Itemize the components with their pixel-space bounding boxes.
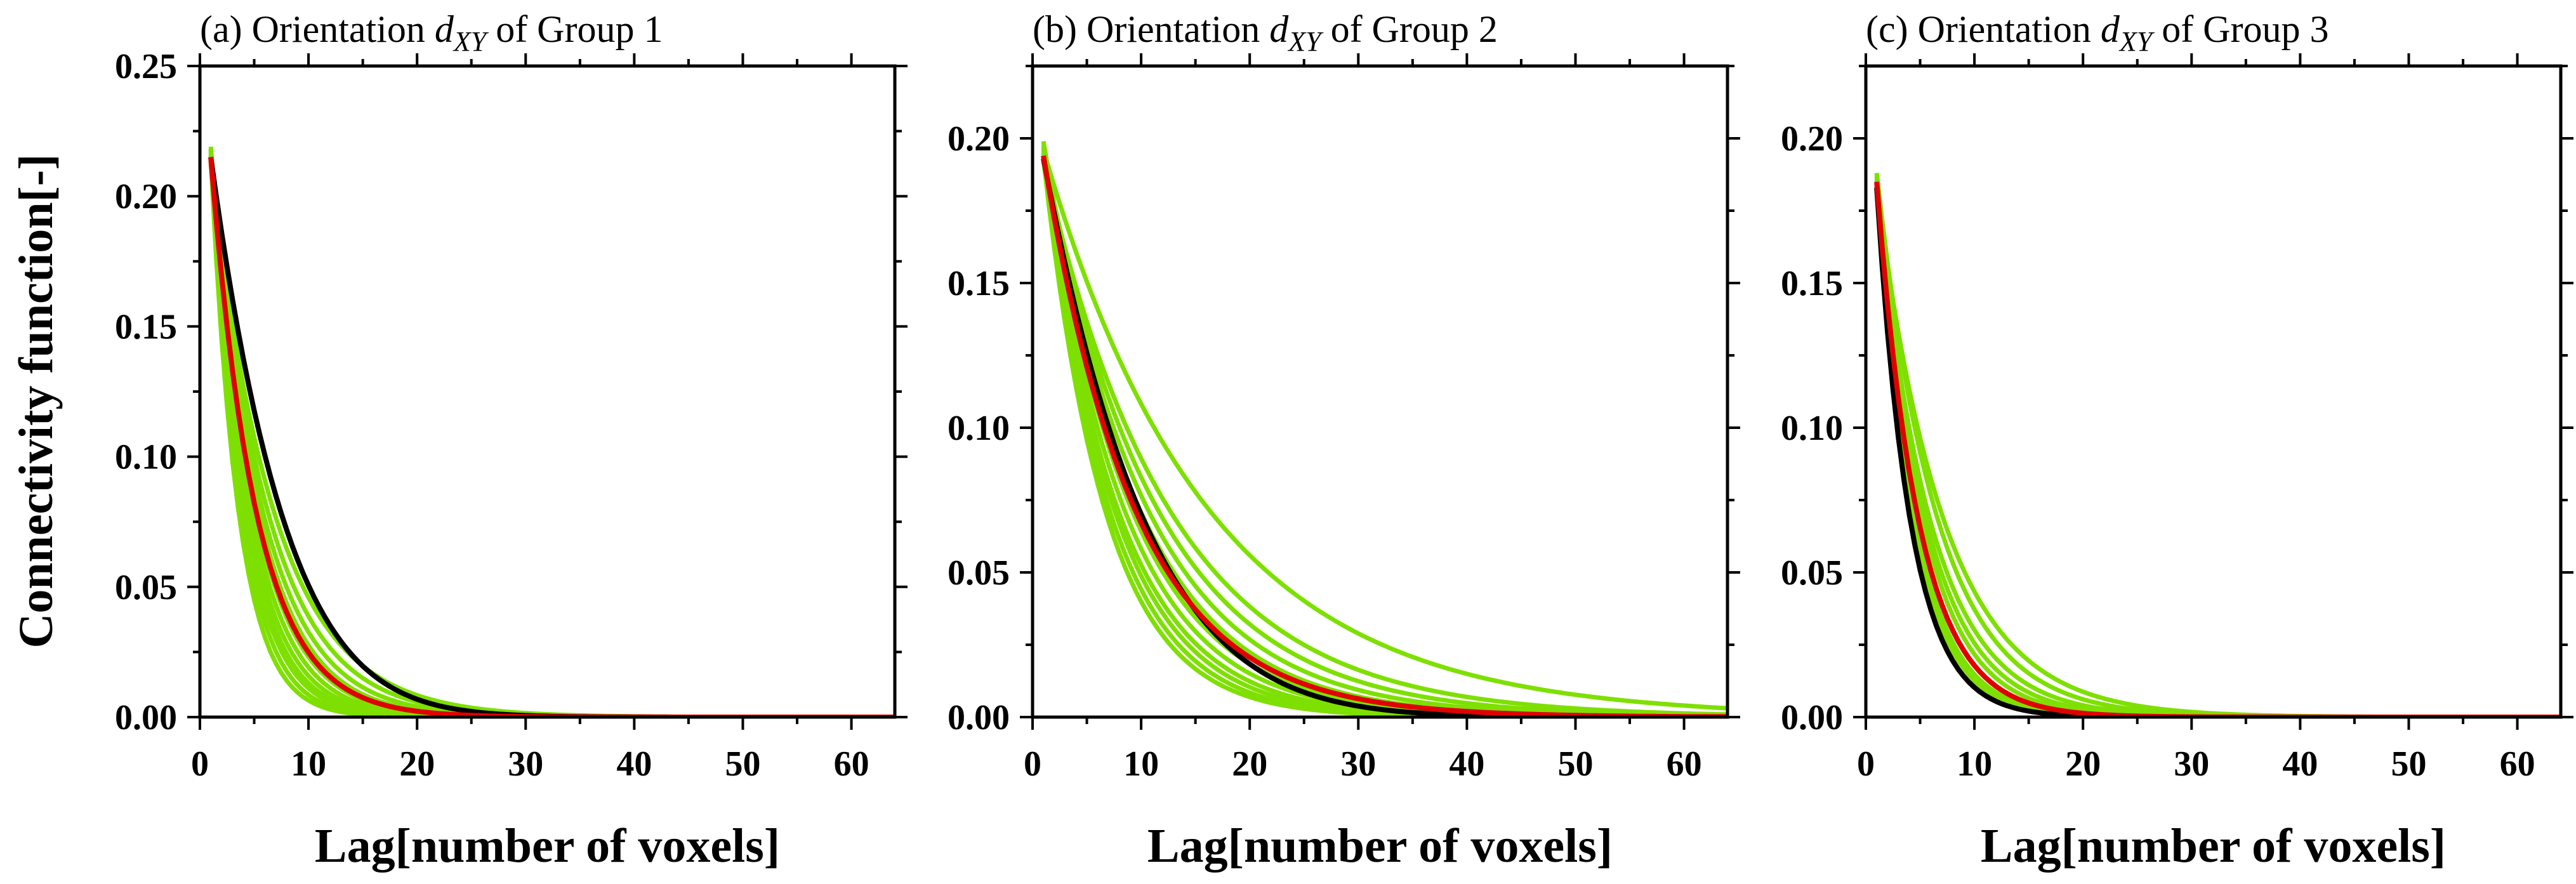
series-realization-line: [1041, 158, 1727, 717]
series-realization-line: [208, 157, 895, 717]
series-realization-line: [208, 162, 895, 717]
series-realization-line: [208, 154, 895, 717]
x-tick-label: 20: [1232, 744, 1267, 784]
y-tick-label: 0.10: [115, 438, 177, 477]
panel-title-suffix: of Group 3: [2152, 8, 2328, 50]
x-tick-label: 10: [1957, 744, 1992, 784]
x-tick-label: 0: [191, 744, 209, 784]
series-mean-line: [1041, 155, 1727, 717]
y-axis-label: Connectivity function[-]: [10, 154, 63, 649]
plot-frame: [1864, 64, 2563, 719]
series-realization-line: [208, 148, 895, 717]
y-tick-label: 0.15: [115, 307, 177, 346]
x-tick-label: 10: [1123, 744, 1159, 784]
x-tick-label: 50: [1557, 744, 1593, 784]
x-tick-label: 50: [2391, 744, 2426, 784]
panel-title: (a) Orientation dXY of Group 1: [200, 8, 663, 57]
series-group: [208, 146, 895, 717]
plot-frame: [198, 64, 897, 719]
x-tick-label: 30: [1340, 744, 1376, 784]
series-realization-line: [208, 152, 895, 717]
series-realization-line: [1041, 147, 1727, 717]
panel-title-prefix: (c) Orientation: [1866, 8, 2101, 50]
panel-2: (b) Orientation dXY of Group 2 0 10 20 30 40 5…: [948, 8, 1740, 873]
y-tick-label: 0.05: [1781, 553, 1843, 593]
x-tick-label: 60: [1667, 744, 1702, 784]
x-tick-label: 40: [1449, 744, 1484, 784]
panels: (a) Orientation dXY of Group 10 10 20 30 40 5…: [115, 8, 2573, 873]
panel-title: (c) Orientation dXY of Group 3: [1866, 8, 2329, 57]
series-realization-line: [1041, 152, 1727, 717]
series-realization-line: [208, 154, 895, 717]
panel-title-variable: d: [2101, 8, 2120, 50]
series-realization-line: [208, 164, 895, 717]
series-realization-line: [1041, 155, 1727, 717]
series-realization-line: [1874, 190, 2561, 717]
y-tick-label: 0.25: [115, 47, 177, 86]
series-reference-line: [1041, 158, 1727, 717]
panel-title-prefix: (b) Orientation: [1033, 8, 1269, 50]
panel-title-subscript: XY: [1287, 26, 1324, 57]
x-tick-label: 40: [616, 744, 652, 784]
x-axis-label: Lag[number of voxels]: [315, 819, 780, 873]
x-tick-label: 60: [2500, 744, 2535, 784]
x-axis-label: Lag[number of voxels]: [1981, 819, 2446, 873]
y-tick-label: 0.15: [1781, 264, 1843, 303]
series-reference-line: [1874, 187, 2561, 717]
y-tick-label: 0.00: [948, 698, 1010, 737]
x-tick-label: 0: [1857, 744, 1875, 784]
series-realization-line: [1041, 152, 1727, 717]
panel-title-suffix: of Group 1: [486, 8, 663, 50]
series-realization-line: [1041, 147, 1727, 717]
x-tick-label: 0: [1024, 744, 1041, 784]
series-realization-line: [1041, 149, 1727, 711]
x-tick-label: 20: [2065, 744, 2101, 784]
series-realization-line: [208, 159, 895, 717]
panel-title: (b) Orientation dXY of Group 2: [1033, 8, 1498, 57]
y-tick-label: 0.00: [1781, 698, 1843, 737]
y-tick-label: 0.20: [115, 177, 177, 216]
series-realization-line: [1041, 141, 1727, 717]
panel-title-subscript: XY: [452, 26, 489, 57]
series-group: [1041, 141, 1727, 717]
panel-3: (c) Orientation dXY of Group 3 0 10 20 30 40 5…: [1781, 8, 2573, 873]
y-tick-label: 0.20: [1781, 119, 1843, 159]
y-tick-label: 0.05: [948, 553, 1010, 593]
series-realization-line: [208, 149, 895, 717]
y-tick-label: 0.20: [948, 119, 1010, 159]
x-tick-label: 30: [2174, 744, 2209, 784]
x-axis-label: Lag[number of voxels]: [1147, 819, 1613, 873]
x-tick-label: 50: [725, 744, 760, 784]
series-group: [1874, 173, 2561, 717]
x-tick-label: 20: [399, 744, 435, 784]
series-realization-line: [208, 159, 895, 717]
panel-title-subscript: XY: [2118, 26, 2155, 57]
series-realization-line: [208, 146, 895, 717]
panel-title-suffix: of Group 2: [1321, 8, 1498, 50]
series-mean-line: [208, 157, 895, 717]
x-tick-label: 10: [291, 744, 326, 784]
series-realization-line: [1041, 143, 1727, 717]
y-tick-label: 0.00: [115, 698, 177, 737]
panel-1: (a) Orientation dXY of Group 1 0 10 20 30 40 5…: [115, 8, 908, 873]
series-reference-line: [208, 157, 895, 717]
y-tick-label: 0.05: [115, 568, 177, 607]
y-tick-label: 0.15: [948, 264, 1010, 303]
x-tick-label: 30: [508, 744, 543, 784]
y-tick-label: 0.10: [948, 409, 1010, 448]
series-realization-line: [1041, 161, 1727, 717]
x-tick-label: 40: [2282, 744, 2318, 784]
x-tick-label: 60: [834, 744, 869, 784]
series-realization-line: [1041, 149, 1727, 717]
y-tick-label: 0.10: [1781, 409, 1843, 448]
panel-title-variable: d: [1269, 8, 1289, 50]
panel-title-prefix: (a) Orientation: [200, 8, 435, 50]
plot-frame: [1031, 64, 1729, 719]
panel-title-variable: d: [435, 8, 454, 50]
